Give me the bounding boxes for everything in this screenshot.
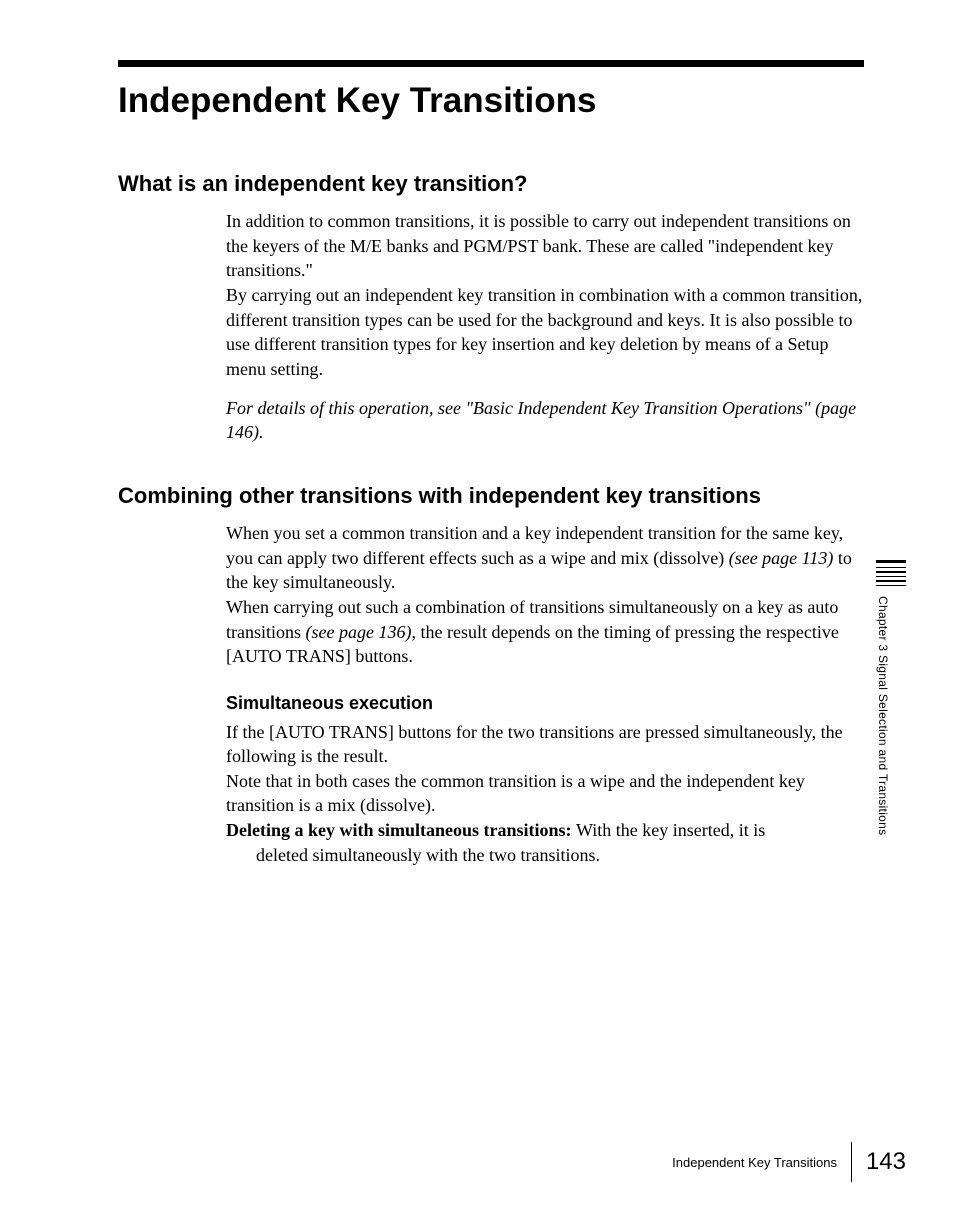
page-footer: Independent Key Transitions 143 xyxy=(672,1142,906,1182)
s2-p1: When you set a common transition and a k… xyxy=(226,521,864,595)
s1-p1: In addition to common transitions, it is… xyxy=(226,209,864,283)
s2-p5-cont: deleted simultaneously with the two tran… xyxy=(226,843,864,868)
s2-p5-rest: With the key inserted, it is xyxy=(576,820,765,840)
section-heading-1: What is an independent key transition? xyxy=(118,171,864,197)
s2-p1-ref: (see page 113) xyxy=(729,548,834,568)
section-2-body: When you set a common transition and a k… xyxy=(118,521,864,868)
section-1-body: In addition to common transitions, it is… xyxy=(118,209,864,445)
s2-p5-bold: Deleting a key with simultaneous transit… xyxy=(226,820,576,840)
footer-title: Independent Key Transitions xyxy=(672,1155,851,1170)
s2-p4: Note that in both cases the common trans… xyxy=(226,769,864,818)
s2-p5: Deleting a key with simultaneous transit… xyxy=(226,818,864,843)
sub-heading: Simultaneous execution xyxy=(226,691,864,716)
chapter-title: Independent Key Transitions xyxy=(118,81,864,121)
tab-lines-icon xyxy=(876,560,906,586)
s1-p2: By carrying out an independent key trans… xyxy=(226,283,864,382)
side-tab-text: Chapter 3 Signal Selection and Transitio… xyxy=(876,596,890,835)
side-tab: Chapter 3 Signal Selection and Transitio… xyxy=(876,560,906,835)
title-rule xyxy=(118,60,864,67)
s2-p3: If the [AUTO TRANS] buttons for the two … xyxy=(226,720,864,769)
s2-p2: When carrying out such a combination of … xyxy=(226,595,864,669)
s1-ref: For details of this operation, see "Basi… xyxy=(226,396,864,445)
footer-separator xyxy=(851,1142,852,1182)
section-heading-2: Combining other transitions with indepen… xyxy=(118,483,864,509)
footer-page-number: 143 xyxy=(866,1148,906,1176)
s2-p2-ref: (see page 136) xyxy=(306,622,412,642)
